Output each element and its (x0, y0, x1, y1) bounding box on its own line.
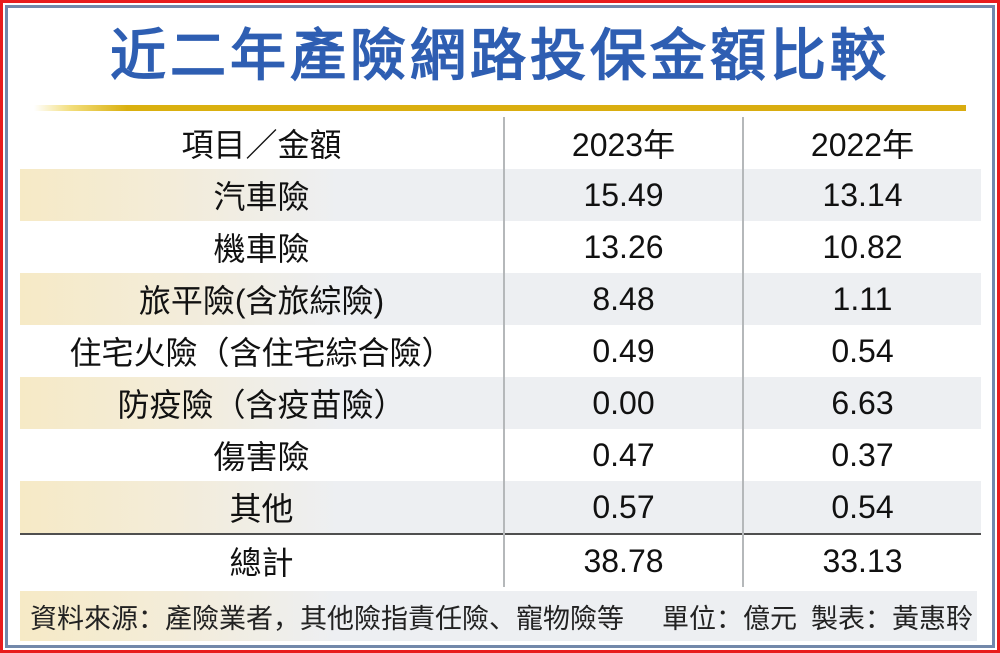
total-label: 總計 (20, 533, 504, 587)
row-label: 住宅火險（含住宅綜合險） (69, 335, 454, 371)
table-row: 旅平險(含旅綜險) 8.48 1.11 (20, 273, 981, 325)
table-row: 其他 0.57 0.54 (20, 481, 981, 534)
page-title: 近二年產險網路投保金額比較 (110, 24, 890, 87)
value-2022: 0.37 (742, 429, 981, 481)
gold-divider-line (34, 105, 966, 111)
value-2022: 0.54 (742, 481, 981, 534)
total-2023: 38.78 (503, 533, 743, 587)
table-row: 機車險 13.26 10.82 (20, 221, 981, 273)
insurance-comparison-table: 項目／金額 2023年 2022年 汽車險 15.49 13.14 機車險 13… (20, 117, 981, 587)
header-year-2022: 2022年 (742, 117, 981, 169)
value-2023: 15.49 (503, 169, 743, 221)
value-2023: 13.26 (503, 221, 743, 273)
total-2022: 33.13 (742, 533, 981, 587)
row-label: 機車險 (213, 231, 310, 267)
value-2022: 10.82 (742, 221, 981, 273)
row-label: 其他 (229, 491, 294, 527)
header-item-label: 項目／金額 (181, 127, 342, 163)
value-2023: 0.57 (503, 481, 743, 534)
source-note: 資料來源：產險業者，其他險指責任險、寵物險等 (30, 603, 624, 634)
value-2023: 0.00 (503, 377, 743, 429)
table-row: 住宅火險（含住宅綜合險） 0.49 0.54 (20, 325, 981, 377)
value-2022: 6.63 (742, 377, 981, 429)
row-label: 汽車險 (213, 179, 310, 215)
header-year-2023: 2023年 (503, 117, 743, 169)
table-row: 汽車險 15.49 13.14 (20, 169, 981, 221)
inner-blue-frame: 近二年產險網路投保金額比較 項目／金額 2023年 2022年 汽車險 15.4… (5, 5, 995, 648)
value-2022: 1.11 (742, 273, 981, 325)
footer-note-bar: 資料來源：產險業者，其他險指責任險、寵物險等 單位：億元 製表：黃惠聆 (20, 591, 977, 641)
row-label: 防疫險（含疫苗險） (117, 387, 406, 423)
table-header-row: 項目／金額 2023年 2022年 (20, 117, 981, 169)
table-row: 傷害險 0.47 0.37 (20, 429, 981, 481)
value-2023: 8.48 (503, 273, 743, 325)
value-2023: 0.49 (503, 325, 743, 377)
row-label: 傷害險 (213, 439, 310, 475)
row-label: 旅平險(含旅綜險) (138, 283, 385, 319)
value-2023: 0.47 (503, 429, 743, 481)
table-row: 防疫險（含疫苗險） 0.00 6.63 (20, 377, 981, 429)
table-total-row: 總計 38.78 33.13 (20, 533, 981, 587)
value-2022: 0.54 (742, 325, 981, 377)
value-2022: 13.14 (742, 169, 981, 221)
credit-note: 製表：黃惠聆 (811, 603, 973, 634)
unit-note: 單位：億元 (662, 603, 797, 634)
